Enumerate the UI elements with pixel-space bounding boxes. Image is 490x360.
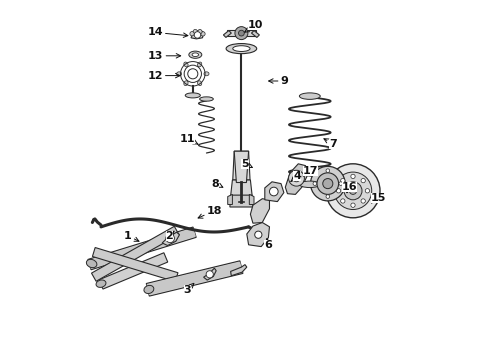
Polygon shape — [230, 195, 253, 207]
Polygon shape — [234, 151, 248, 183]
Text: 17: 17 — [303, 166, 318, 176]
Text: 7: 7 — [324, 139, 337, 149]
Circle shape — [341, 199, 345, 203]
Ellipse shape — [197, 81, 202, 86]
Circle shape — [339, 182, 343, 185]
Ellipse shape — [184, 81, 188, 86]
Polygon shape — [251, 31, 259, 37]
Circle shape — [235, 27, 248, 40]
Circle shape — [206, 271, 213, 278]
Polygon shape — [147, 262, 243, 295]
Circle shape — [341, 179, 345, 183]
Text: 6: 6 — [265, 239, 272, 250]
Polygon shape — [191, 30, 204, 39]
Polygon shape — [231, 265, 247, 276]
Circle shape — [326, 169, 330, 172]
Circle shape — [311, 166, 345, 201]
Circle shape — [169, 237, 172, 240]
Circle shape — [194, 32, 201, 38]
Circle shape — [361, 199, 366, 203]
Polygon shape — [223, 31, 231, 37]
Polygon shape — [231, 180, 252, 196]
Text: 11: 11 — [180, 134, 198, 144]
Text: 18: 18 — [198, 206, 222, 218]
Text: 5: 5 — [241, 159, 252, 169]
Ellipse shape — [96, 280, 106, 287]
Ellipse shape — [204, 72, 209, 76]
Polygon shape — [285, 164, 307, 194]
Circle shape — [255, 231, 262, 238]
Circle shape — [166, 234, 174, 243]
Ellipse shape — [226, 44, 257, 54]
Circle shape — [289, 170, 304, 186]
Text: 15: 15 — [370, 193, 386, 203]
Circle shape — [313, 182, 317, 185]
Ellipse shape — [192, 53, 198, 57]
Ellipse shape — [189, 51, 202, 58]
Ellipse shape — [197, 62, 202, 67]
Polygon shape — [249, 194, 254, 204]
Polygon shape — [247, 222, 270, 247]
Polygon shape — [204, 268, 216, 280]
Ellipse shape — [299, 181, 320, 188]
Circle shape — [239, 30, 245, 36]
Ellipse shape — [184, 62, 188, 67]
Text: 3: 3 — [184, 283, 194, 295]
Text: 14: 14 — [147, 27, 188, 37]
Circle shape — [365, 189, 369, 193]
Ellipse shape — [299, 93, 320, 99]
Text: 1: 1 — [124, 231, 139, 241]
Polygon shape — [162, 232, 179, 246]
Circle shape — [193, 30, 197, 34]
Circle shape — [326, 164, 380, 218]
Circle shape — [201, 32, 205, 36]
Text: 10: 10 — [245, 20, 264, 32]
Ellipse shape — [86, 259, 97, 268]
Circle shape — [198, 30, 202, 34]
Polygon shape — [99, 253, 168, 289]
Circle shape — [270, 187, 278, 196]
Circle shape — [326, 195, 330, 198]
Polygon shape — [228, 194, 232, 204]
Circle shape — [317, 173, 339, 194]
Polygon shape — [88, 227, 196, 270]
Ellipse shape — [233, 46, 250, 51]
Ellipse shape — [199, 97, 213, 101]
Ellipse shape — [185, 93, 200, 98]
Circle shape — [351, 174, 355, 179]
Polygon shape — [227, 30, 256, 36]
Text: 12: 12 — [147, 71, 180, 81]
Polygon shape — [93, 248, 178, 282]
Circle shape — [334, 172, 372, 210]
Circle shape — [344, 182, 362, 200]
Circle shape — [349, 187, 357, 194]
Text: 2: 2 — [166, 231, 174, 241]
Text: 9: 9 — [269, 76, 289, 86]
Polygon shape — [250, 199, 270, 223]
Polygon shape — [92, 226, 179, 281]
Circle shape — [361, 179, 366, 183]
Ellipse shape — [144, 285, 154, 293]
Text: 13: 13 — [148, 51, 181, 61]
Circle shape — [323, 179, 333, 189]
Polygon shape — [88, 228, 196, 269]
Text: 8: 8 — [212, 179, 223, 189]
Ellipse shape — [176, 72, 182, 76]
Polygon shape — [233, 151, 250, 180]
Circle shape — [190, 32, 194, 36]
Circle shape — [293, 175, 300, 182]
Text: 4: 4 — [291, 171, 301, 181]
Circle shape — [351, 203, 355, 207]
Polygon shape — [265, 182, 284, 202]
Text: 16: 16 — [342, 182, 357, 193]
Polygon shape — [147, 261, 243, 296]
Circle shape — [337, 189, 341, 193]
